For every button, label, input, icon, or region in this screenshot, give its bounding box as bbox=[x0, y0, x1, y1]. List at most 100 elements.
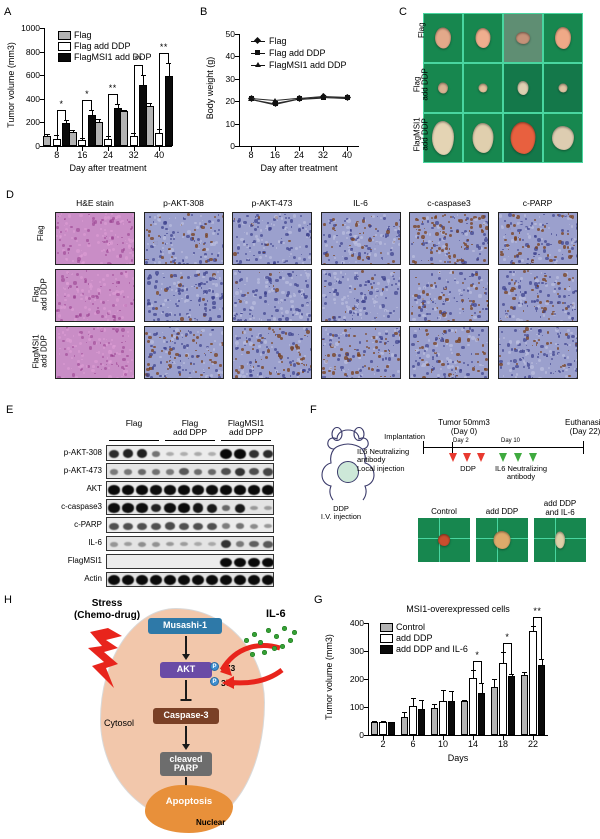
sig-bracket-top bbox=[533, 616, 542, 618]
tissue-speckle bbox=[530, 371, 535, 375]
tissue-speckle bbox=[243, 308, 247, 312]
tissue-speckle bbox=[561, 214, 565, 218]
tissue-speckle bbox=[59, 347, 62, 350]
tissue-speckle bbox=[326, 327, 328, 330]
ihc-image-1-2 bbox=[143, 326, 224, 379]
tissue-speckle bbox=[240, 312, 242, 314]
tissue-speckle bbox=[349, 244, 351, 247]
x-tick-label-g: 14 bbox=[467, 739, 478, 749]
tissue-speckle bbox=[474, 311, 476, 314]
tissue-speckle bbox=[555, 342, 557, 345]
tissue-speckle bbox=[532, 299, 536, 304]
tissue-speckle bbox=[373, 247, 376, 250]
tissue-speckle bbox=[66, 338, 70, 342]
x-tick-g bbox=[413, 736, 414, 740]
tissue-speckle bbox=[370, 262, 372, 264]
tissue-speckle bbox=[415, 234, 419, 238]
blot-band bbox=[178, 485, 190, 495]
tumor-cell-r1-c2 bbox=[503, 63, 543, 113]
tissue-speckle bbox=[462, 288, 466, 291]
tissue-speckle bbox=[347, 334, 351, 337]
tissue-speckle bbox=[268, 290, 272, 293]
tissue-speckle bbox=[144, 261, 148, 264]
y-tick-label-g: 200 bbox=[349, 674, 364, 684]
tissue-speckle bbox=[410, 374, 415, 378]
tissue-speckle bbox=[353, 334, 356, 338]
tissue-speckle bbox=[450, 226, 452, 229]
tissue-speckle bbox=[115, 298, 120, 303]
tissue-speckle bbox=[481, 351, 484, 354]
tissue-speckle bbox=[169, 356, 171, 358]
tissue-speckle bbox=[424, 306, 426, 308]
tissue-speckle bbox=[262, 312, 266, 316]
tissue-speckle bbox=[163, 221, 167, 225]
tissue-speckle bbox=[179, 373, 182, 376]
tissue-speckle bbox=[65, 221, 69, 225]
y-tick-g bbox=[364, 651, 368, 652]
tissue-speckle bbox=[552, 351, 555, 354]
tissue-speckle bbox=[58, 215, 60, 217]
tissue-speckle bbox=[214, 293, 219, 297]
tissue-speckle bbox=[344, 373, 347, 377]
tissue-speckle bbox=[121, 290, 125, 294]
tissue-speckle bbox=[291, 277, 294, 279]
tissue-speckle bbox=[518, 303, 522, 308]
tissue-speckle bbox=[272, 329, 275, 332]
tissue-speckle bbox=[470, 300, 472, 302]
tissue-speckle bbox=[329, 264, 332, 265]
tissue-speckle bbox=[503, 238, 507, 242]
tissue-speckle bbox=[162, 335, 165, 338]
blot-band bbox=[137, 541, 146, 547]
tissue-speckle bbox=[300, 337, 303, 341]
tissue-speckle bbox=[107, 249, 111, 253]
tissue-speckle bbox=[362, 232, 365, 234]
tissue-speckle bbox=[472, 284, 476, 288]
tissue-speckle bbox=[372, 341, 375, 344]
tissue-speckle bbox=[506, 343, 511, 347]
tissue-speckle bbox=[246, 214, 249, 218]
tissue-speckle bbox=[516, 215, 520, 219]
blot-band bbox=[136, 503, 148, 513]
tissue-speckle bbox=[398, 233, 400, 237]
tissue-speckle bbox=[103, 307, 107, 311]
tissue-speckle bbox=[440, 249, 444, 253]
errorbar-a bbox=[117, 104, 119, 108]
tissue-speckle bbox=[63, 287, 65, 289]
tissue-speckle bbox=[480, 215, 485, 219]
tissue-speckle bbox=[469, 217, 474, 222]
tissue-speckle bbox=[296, 346, 300, 350]
tissue-speckle bbox=[526, 352, 529, 355]
tissue-speckle bbox=[424, 231, 427, 234]
tissue-speckle bbox=[298, 352, 302, 356]
tissue-speckle bbox=[168, 248, 171, 251]
tissue-speckle bbox=[544, 370, 548, 374]
tissue-speckle bbox=[498, 214, 502, 218]
tissue-speckle bbox=[568, 294, 570, 297]
errorbar-cap-g bbox=[410, 698, 416, 700]
tissue-speckle bbox=[84, 280, 88, 283]
tissue-speckle bbox=[118, 317, 122, 321]
tissue-speckle bbox=[102, 337, 106, 341]
tissue-speckle bbox=[194, 221, 197, 225]
legend-label: FlagMSI1 add DDP bbox=[74, 52, 152, 62]
legend-label: add DDP and IL-6 bbox=[396, 644, 468, 654]
legend-marker-diamond bbox=[253, 36, 262, 45]
tissue-speckle bbox=[362, 321, 365, 322]
tissue-speckle bbox=[105, 240, 109, 243]
tissue-speckle bbox=[334, 260, 338, 264]
tissue-speckle bbox=[152, 364, 156, 368]
tissue-speckle bbox=[280, 307, 284, 311]
tissue-speckle bbox=[107, 261, 111, 264]
tissue-speckle bbox=[270, 341, 273, 344]
tissue-speckle bbox=[464, 375, 468, 378]
tissue-speckle bbox=[145, 249, 148, 251]
tissue-speckle bbox=[258, 317, 261, 320]
tissue-speckle bbox=[112, 327, 115, 330]
tissue-speckle bbox=[424, 346, 429, 351]
tissue-speckle bbox=[86, 341, 88, 343]
tissue-speckle bbox=[165, 313, 169, 317]
tissue-speckle bbox=[561, 353, 565, 357]
tissue-speckle bbox=[239, 260, 243, 264]
tissue-speckle bbox=[530, 225, 535, 230]
tissue-speckle bbox=[79, 213, 83, 218]
